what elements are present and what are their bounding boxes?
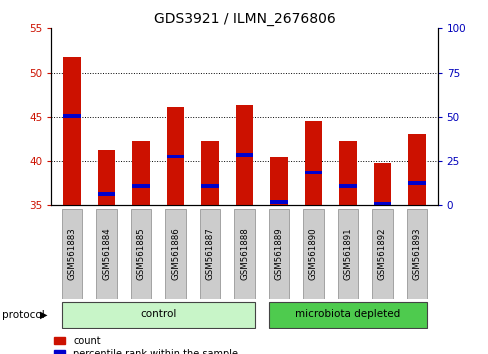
Text: GSM561885: GSM561885	[136, 228, 145, 280]
Bar	[98, 192, 115, 195]
Bar	[201, 141, 218, 184]
Bar	[63, 57, 81, 114]
Bar	[234, 209, 254, 299]
Bar	[407, 181, 425, 185]
Bar	[406, 209, 427, 299]
Bar	[132, 141, 149, 184]
Bar	[371, 209, 392, 299]
Text: GSM561893: GSM561893	[411, 228, 421, 280]
Text: protocol: protocol	[2, 310, 45, 320]
Text: GDS3921 / ILMN_2676806: GDS3921 / ILMN_2676806	[153, 12, 335, 27]
Bar	[201, 188, 218, 205]
Bar	[339, 184, 356, 188]
Bar	[98, 149, 115, 192]
Text: GSM561889: GSM561889	[274, 228, 283, 280]
Legend: count, percentile rank within the sample: count, percentile rank within the sample	[54, 336, 238, 354]
Bar	[165, 209, 185, 299]
Text: GSM561883: GSM561883	[67, 228, 77, 280]
Text: GSM561892: GSM561892	[377, 228, 386, 280]
Text: GSM561890: GSM561890	[308, 228, 317, 280]
Bar	[303, 209, 323, 299]
Bar	[337, 209, 358, 299]
Bar	[96, 209, 117, 299]
Bar	[373, 202, 390, 205]
Text: microbiota depleted: microbiota depleted	[295, 309, 400, 320]
Bar	[61, 209, 82, 299]
Bar	[268, 209, 289, 299]
Bar	[166, 158, 184, 205]
Text: GSM561884: GSM561884	[102, 228, 111, 280]
Bar	[63, 118, 81, 205]
Bar	[201, 184, 218, 188]
Text: ▶: ▶	[41, 310, 48, 320]
Bar	[339, 188, 356, 205]
Text: GSM561887: GSM561887	[205, 228, 214, 280]
Bar	[304, 121, 322, 171]
Bar	[407, 185, 425, 205]
Bar	[235, 153, 253, 156]
Bar	[199, 209, 220, 299]
Bar	[166, 155, 184, 158]
Bar	[270, 200, 287, 204]
Bar	[339, 141, 356, 184]
Text: GSM561888: GSM561888	[240, 228, 248, 280]
Bar	[132, 188, 149, 205]
Bar	[407, 133, 425, 181]
Bar	[235, 105, 253, 153]
Bar	[63, 114, 81, 118]
Bar	[373, 163, 390, 202]
Text: GSM561886: GSM561886	[171, 228, 180, 280]
Bar	[130, 209, 151, 299]
Bar	[235, 156, 253, 205]
Text: GSM561891: GSM561891	[343, 228, 352, 280]
Bar	[98, 195, 115, 205]
Bar	[268, 302, 427, 328]
Bar	[61, 302, 254, 328]
Text: control: control	[140, 309, 176, 320]
Bar	[270, 156, 287, 200]
Bar	[304, 174, 322, 205]
Bar	[270, 204, 287, 205]
Bar	[166, 107, 184, 155]
Bar	[304, 171, 322, 174]
Bar	[132, 184, 149, 188]
